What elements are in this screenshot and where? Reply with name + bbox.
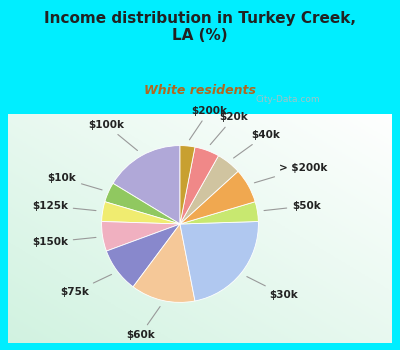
Text: $75k: $75k: [60, 274, 112, 297]
Text: $40k: $40k: [234, 130, 280, 158]
Text: $50k: $50k: [264, 201, 321, 211]
Text: White residents: White residents: [144, 84, 256, 97]
Wedge shape: [106, 224, 180, 287]
Text: $10k: $10k: [47, 173, 102, 190]
Wedge shape: [180, 156, 238, 224]
Text: > $200k: > $200k: [254, 163, 328, 183]
Text: $60k: $60k: [126, 307, 160, 340]
Text: $100k: $100k: [88, 120, 138, 150]
Text: $30k: $30k: [247, 276, 298, 300]
Wedge shape: [105, 183, 180, 224]
Text: Income distribution in Turkey Creek,
LA (%): Income distribution in Turkey Creek, LA …: [44, 10, 356, 43]
Wedge shape: [113, 146, 180, 224]
Text: $20k: $20k: [210, 112, 248, 145]
Wedge shape: [133, 224, 195, 302]
Wedge shape: [102, 222, 180, 251]
Wedge shape: [102, 202, 180, 224]
Wedge shape: [180, 202, 258, 224]
Wedge shape: [180, 146, 195, 224]
Text: $150k: $150k: [32, 237, 96, 247]
Wedge shape: [180, 222, 258, 301]
Wedge shape: [180, 171, 255, 224]
Text: $200k: $200k: [190, 106, 227, 140]
Text: City-Data.com: City-Data.com: [256, 94, 320, 104]
Wedge shape: [180, 147, 218, 224]
Text: $125k: $125k: [32, 201, 96, 211]
